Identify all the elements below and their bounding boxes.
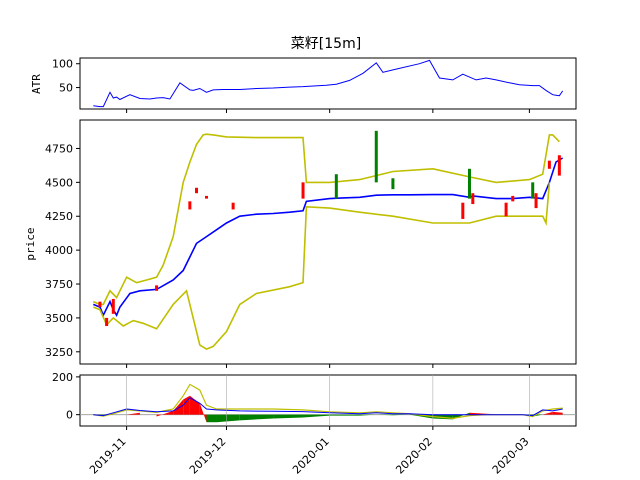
- x-tick-label: 2020-03: [490, 435, 532, 477]
- macd-hist-area: [156, 410, 174, 417]
- atr-line: [93, 59, 564, 108]
- macd-hist-area: [542, 411, 553, 415]
- price-candle: [531, 182, 535, 199]
- x-axis: 2019-11 2019-12 2020-01 2020-02 2020-03: [87, 109, 532, 477]
- macd-hist-area: [469, 412, 487, 415]
- price-candle: [155, 285, 159, 291]
- price-candle: [204, 195, 208, 199]
- macd-panel: 0 200: [52, 371, 577, 427]
- price-ytick-label: 4750: [45, 142, 73, 155]
- price-candle: [461, 202, 465, 219]
- price-candle: [391, 178, 395, 190]
- price-ytick-label: 4500: [45, 176, 73, 189]
- macd-hist-area: [173, 399, 184, 415]
- x-tick-label: 2020-02: [393, 435, 435, 477]
- macd-hist-area: [199, 403, 207, 423]
- price-ytick-label: 3500: [45, 312, 73, 325]
- price-panel: price 3250 3500 3750 4000 4250 4500 4750: [24, 119, 577, 365]
- price-candle: [557, 155, 561, 176]
- macd-hist-area: [216, 414, 240, 423]
- macd-hist-area: [552, 411, 563, 415]
- price-candle: [374, 130, 378, 183]
- price-ytick-label: 3750: [45, 278, 73, 291]
- price-candle: [98, 301, 102, 308]
- price-candle: [231, 202, 235, 210]
- price-axes-frame: [79, 119, 577, 365]
- macd-hist-area: [183, 395, 190, 415]
- macd-ytick-label: 0: [66, 409, 73, 422]
- price-candle: [511, 195, 515, 202]
- atr-axes-frame: [79, 57, 577, 110]
- x-tick-label: 2019-11: [87, 435, 129, 477]
- price-candle: [195, 187, 199, 194]
- price-band-line: [92, 133, 560, 306]
- macd-hist-area: [206, 414, 217, 423]
- x-tick-label: 2019-12: [187, 435, 229, 477]
- atr-ylabel: ATR: [30, 74, 43, 94]
- atr-panel: ATR 50 100: [30, 57, 577, 110]
- price-ytick-label: 4250: [45, 210, 73, 223]
- price-candle: [467, 168, 471, 199]
- macd-hist-area: [329, 414, 360, 416]
- price-candle: [105, 317, 109, 327]
- macd-hist-area: [392, 414, 410, 416]
- chart-title: 菜籽[15m]: [291, 36, 361, 52]
- macd-line: [93, 397, 563, 417]
- price-candle: [547, 160, 551, 169]
- price-band-line: [93, 182, 551, 350]
- price-candle: [301, 182, 305, 199]
- x-tick-label: 2020-01: [290, 435, 332, 477]
- macd-hist-area: [239, 414, 274, 421]
- price-candle: [534, 193, 538, 209]
- price-candle: [504, 202, 508, 217]
- price-candle: [471, 193, 475, 205]
- price-mid-line: [93, 157, 564, 318]
- macd-axes-frame: [79, 374, 577, 427]
- atr-ytick-label: 50: [59, 82, 73, 95]
- price-ytick-label: 4000: [45, 244, 73, 257]
- price-ylabel: price: [24, 227, 37, 260]
- macd-hist-area: [359, 414, 377, 416]
- price-candle: [188, 201, 192, 210]
- macd-hist-area: [452, 412, 470, 420]
- price-candle: [111, 298, 115, 314]
- price-candle: [334, 174, 338, 199]
- atr-ytick-label: 100: [52, 58, 73, 71]
- macd-hist-area: [376, 414, 393, 416]
- macd-signal-line: [93, 383, 563, 420]
- macd-hist-area: [189, 395, 200, 415]
- macd-hist-area: [273, 414, 304, 419]
- price-ytick-label: 3250: [45, 346, 73, 359]
- macd-hist-area: [126, 412, 140, 415]
- macd-hist-area: [303, 414, 330, 418]
- macd-ytick-label: 200: [52, 371, 73, 384]
